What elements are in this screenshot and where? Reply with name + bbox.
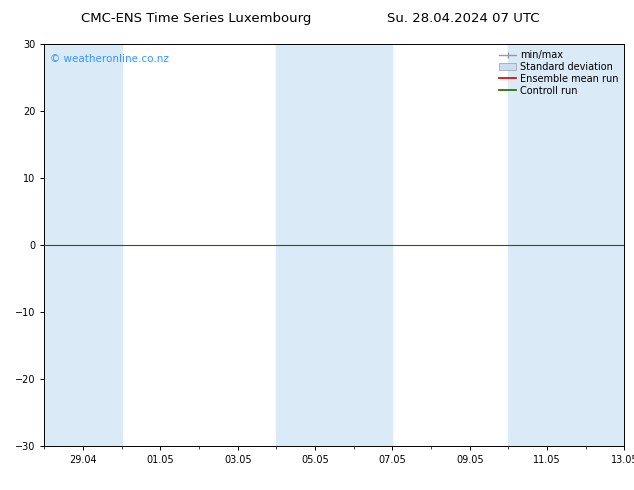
- Text: CMC-ENS Time Series Luxembourg: CMC-ENS Time Series Luxembourg: [81, 12, 312, 25]
- Bar: [44, 44, 122, 446]
- Bar: [276, 44, 392, 446]
- Text: Su. 28.04.2024 07 UTC: Su. 28.04.2024 07 UTC: [387, 12, 539, 25]
- Legend: min/max, Standard deviation, Ensemble mean run, Controll run: min/max, Standard deviation, Ensemble me…: [495, 46, 623, 99]
- Bar: [508, 44, 624, 446]
- Text: © weatheronline.co.nz: © weatheronline.co.nz: [50, 54, 169, 64]
